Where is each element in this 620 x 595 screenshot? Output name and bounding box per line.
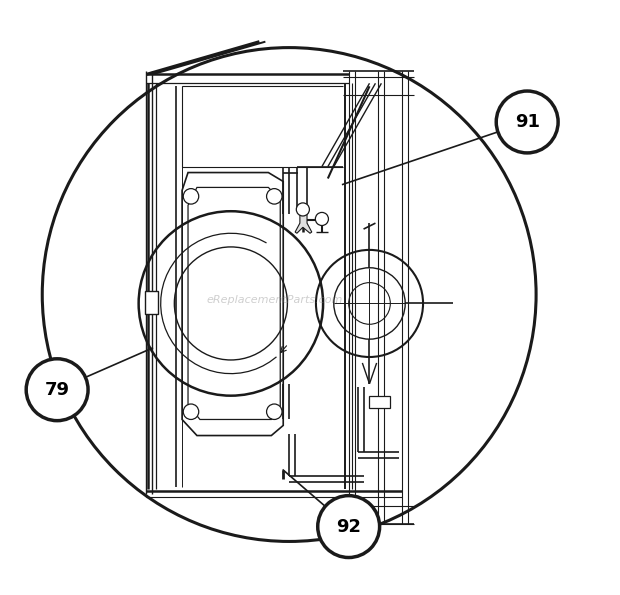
Circle shape [317,496,379,558]
Text: 91: 91 [515,113,539,131]
Circle shape [267,404,282,419]
Circle shape [316,212,329,226]
Text: 79: 79 [45,381,69,399]
Text: 92: 92 [336,518,361,536]
Circle shape [184,189,199,204]
Circle shape [26,359,88,421]
Circle shape [496,91,558,153]
Circle shape [267,189,282,204]
Text: eReplacementParts.com: eReplacementParts.com [206,296,342,305]
Bar [370,396,391,408]
Circle shape [296,203,309,216]
Polygon shape [295,214,312,233]
Circle shape [184,404,199,419]
Bar [145,291,158,314]
